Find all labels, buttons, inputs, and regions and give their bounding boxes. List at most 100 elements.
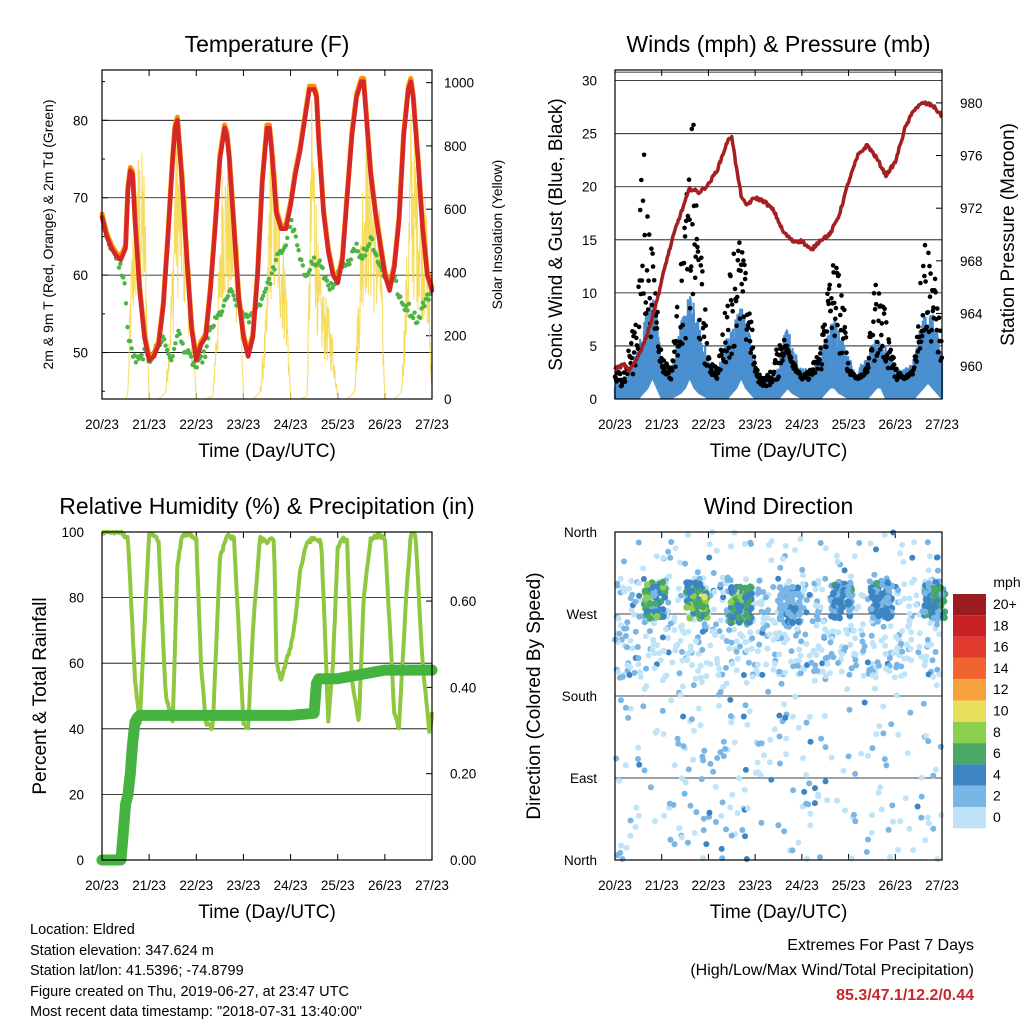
point-wind-cluster [928, 609, 936, 617]
point-wind-direction [723, 638, 730, 644]
point-dewpoint [133, 360, 139, 365]
point-wind-direction [790, 663, 797, 670]
point-wind-direction [614, 580, 621, 587]
point-wind-cluster [646, 600, 654, 608]
point-gust [719, 352, 724, 358]
extremes-values: 85.3/47.1/12.2/0.44 [836, 987, 974, 1004]
point-wind-cluster [926, 603, 934, 610]
point-wind-direction [812, 586, 819, 593]
point-wind-direction [846, 706, 853, 713]
point-wind-direction [628, 577, 635, 584]
point-wind-direction [630, 611, 637, 618]
point-gust [651, 278, 657, 283]
figure-created: Figure created on Thu, 2019-06-27, at 23… [30, 983, 349, 1000]
point-wind-direction [739, 827, 746, 833]
point-gust [728, 273, 733, 279]
point-gust [723, 340, 728, 345]
point-wind-direction [695, 705, 702, 712]
point-wind-direction [853, 662, 860, 669]
point-dewpoint [139, 352, 144, 358]
point-wind-direction [753, 667, 760, 673]
point-wind-direction [626, 672, 633, 678]
point-gust [688, 264, 694, 269]
point-wind-direction [635, 655, 642, 662]
point-wind-direction [841, 567, 848, 574]
point-wind-direction [930, 825, 937, 832]
point-gust [686, 177, 692, 182]
x-tick-label: 26/23 [368, 417, 402, 432]
point-wind-direction [900, 558, 907, 565]
x-tick-label: 20/23 [85, 878, 119, 893]
x-axis-label: Time (Day/UTC) [710, 902, 848, 923]
point-gust [784, 343, 790, 349]
point-wind-cluster [930, 592, 938, 600]
point-wind-cluster [884, 594, 892, 602]
point-wind-direction [834, 797, 840, 804]
point-wind-direction [760, 609, 767, 616]
point-gust [871, 319, 876, 325]
y-tick-label: 60 [73, 268, 88, 283]
point-wind-direction [769, 617, 776, 624]
point-gust [913, 354, 919, 359]
point-gust [682, 225, 687, 231]
x-tick-label: 25/23 [321, 878, 355, 893]
point-gust [666, 370, 672, 376]
point-gust [737, 240, 742, 245]
colorbar-swatch [953, 615, 986, 637]
colorbar-swatch [953, 807, 986, 829]
point-gust [825, 291, 830, 297]
point-wind-direction [756, 577, 763, 584]
x-tick-label: 24/23 [274, 417, 308, 432]
point-gust [924, 324, 929, 330]
point-gust [729, 302, 735, 307]
point-wind-direction [796, 646, 803, 653]
point-wind-cluster [873, 601, 881, 609]
point-wind-direction [691, 727, 697, 734]
point-wind-direction [901, 595, 908, 602]
y-tick-label-right: 980 [960, 96, 983, 111]
point-wind-direction [720, 589, 726, 596]
extremes-title: Extremes For Past 7 Days [787, 937, 974, 954]
point-dewpoint [296, 248, 301, 253]
point-wind-direction [720, 738, 727, 745]
point-gust [740, 289, 746, 294]
y-axis-label: Percent & Total Rainfall [30, 597, 51, 794]
point-wind-direction [767, 736, 774, 743]
point-wind-direction [822, 744, 829, 751]
point-dewpoint [140, 357, 146, 362]
point-wind-direction [907, 709, 914, 716]
point-gust [876, 318, 881, 324]
x-tick-label: 25/23 [832, 417, 866, 432]
point-wind-direction [719, 799, 726, 806]
y-tick-label-right: 972 [960, 201, 983, 216]
point-wind-direction [663, 626, 669, 633]
point-gust [757, 372, 762, 378]
point-wind-direction [760, 752, 767, 759]
point-wind-direction [835, 660, 842, 666]
point-wind-direction [679, 657, 686, 664]
point-gust [922, 273, 927, 279]
point-gust [674, 314, 679, 319]
point-gust [827, 282, 832, 288]
point-dewpoint [169, 358, 174, 363]
point-wind-direction [763, 661, 770, 668]
point-wind-direction [680, 713, 687, 720]
point-wind-direction [667, 836, 674, 843]
point-wind-cluster [837, 596, 844, 603]
point-wind-direction [699, 628, 706, 635]
point-wind-direction [902, 795, 909, 802]
point-wind-direction [887, 623, 894, 630]
point-wind-cluster [879, 607, 886, 615]
point-gust [876, 291, 882, 296]
point-wind-direction [878, 637, 885, 644]
point-wind-direction [622, 762, 629, 769]
point-dewpoint [285, 235, 290, 241]
point-wind-direction [653, 553, 660, 560]
point-gust [737, 316, 743, 321]
series-2m-temperature [99, 79, 435, 363]
point-wind-direction [803, 609, 810, 616]
point-wind-direction [908, 629, 915, 636]
point-dewpoint [420, 300, 426, 305]
point-dewpoint [163, 343, 168, 348]
point-wind-cluster [683, 604, 690, 611]
